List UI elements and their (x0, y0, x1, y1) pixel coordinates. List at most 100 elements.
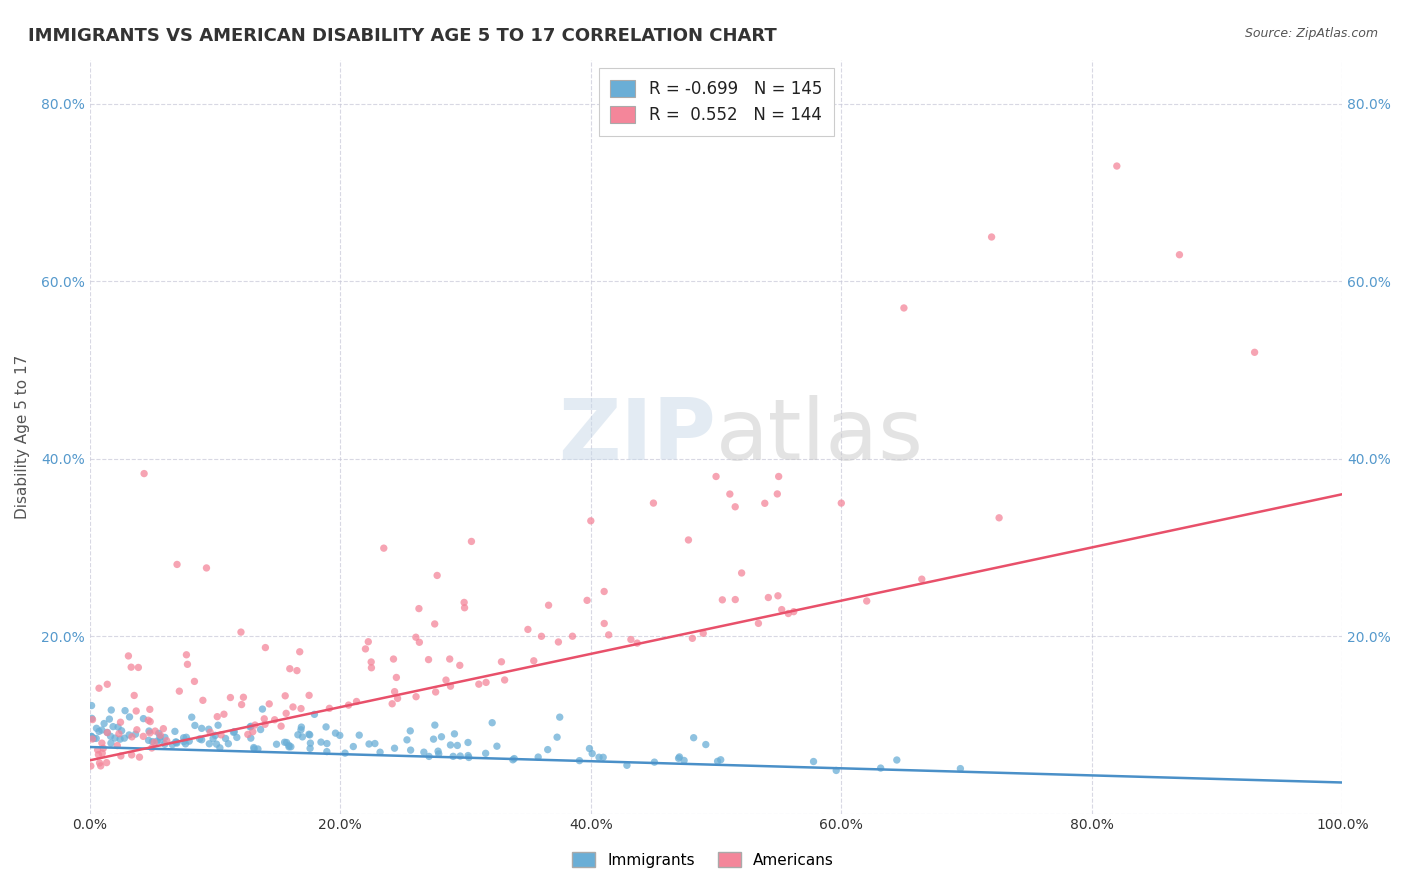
Point (457, 750, 479, 764)
Point (287, 728, 309, 742)
Point (80, 759, 103, 773)
Point (87, 747, 110, 762)
Text: Source: ZipAtlas.com: Source: ZipAtlas.com (1244, 27, 1378, 40)
Point (439, 652, 461, 666)
Point (291, 730, 314, 744)
Point (315, 745, 337, 759)
Point (105, 739, 128, 753)
Point (430, 730, 453, 744)
Point (276, 735, 298, 749)
Point (475, 675, 498, 690)
Point (803, 755, 825, 769)
Point (96, 725, 118, 739)
Point (243, 742, 266, 756)
Point (153, 737, 176, 751)
Point (138, 724, 160, 739)
Point (104, 731, 127, 745)
Point (190, 722, 212, 736)
Point (527, 750, 550, 764)
Point (219, 690, 242, 705)
Point (110, 715, 132, 730)
Point (980, 230, 1002, 244)
Point (668, 750, 690, 764)
Point (217, 737, 239, 751)
Point (80, 698, 103, 713)
Point (184, 718, 207, 732)
Point (357, 737, 380, 751)
Point (107, 720, 129, 734)
Point (578, 741, 600, 756)
Point (114, 704, 136, 718)
Point (385, 670, 408, 684)
Point (730, 566, 752, 580)
Point (229, 625, 252, 640)
Point (224, 724, 246, 739)
Point (449, 658, 471, 673)
Point (678, 533, 700, 547)
Point (373, 541, 395, 556)
Point (136, 713, 159, 727)
Point (418, 652, 440, 666)
Point (83, 731, 105, 746)
Point (588, 750, 610, 764)
Point (243, 718, 266, 732)
Point (342, 739, 364, 754)
Point (176, 657, 198, 672)
Point (84, 731, 107, 746)
Point (537, 599, 560, 613)
Point (568, 754, 591, 768)
Point (766, 487, 789, 501)
Point (695, 738, 717, 752)
Point (231, 698, 253, 712)
Point (405, 630, 427, 644)
Point (253, 712, 276, 726)
Point (110, 748, 132, 763)
Point (278, 662, 301, 676)
Point (706, 754, 728, 768)
Point (399, 743, 422, 757)
Point (360, 661, 382, 675)
Point (418, 749, 440, 764)
Point (125, 723, 148, 737)
Point (747, 616, 769, 631)
Point (149, 728, 172, 742)
Point (173, 731, 195, 745)
Point (80, 730, 103, 744)
Point (318, 701, 340, 715)
Point (118, 710, 141, 724)
Point (141, 734, 163, 748)
Point (146, 734, 169, 748)
Point (183, 674, 205, 689)
Point (242, 740, 264, 755)
Point (315, 720, 337, 734)
Point (86, 743, 108, 757)
Point (100, 729, 122, 743)
Point (270, 719, 292, 733)
Point (87, 724, 110, 739)
Point (423, 616, 446, 631)
Point (830, 496, 852, 510)
Point (682, 731, 704, 745)
Point (368, 745, 391, 759)
Point (299, 741, 322, 756)
Point (503, 751, 526, 765)
Point (198, 737, 221, 751)
Point (153, 731, 176, 745)
Point (166, 736, 188, 750)
Point (405, 690, 427, 704)
Point (446, 739, 468, 753)
Point (681, 632, 703, 646)
Point (225, 731, 247, 745)
Point (208, 740, 231, 755)
Point (98, 712, 121, 726)
Point (364, 737, 387, 751)
Point (468, 677, 491, 691)
Point (869, 761, 891, 775)
Point (422, 732, 444, 747)
Point (333, 746, 356, 760)
Point (593, 584, 616, 599)
Point (285, 664, 308, 678)
Point (290, 723, 312, 737)
Point (80, 730, 103, 744)
Point (209, 728, 232, 742)
